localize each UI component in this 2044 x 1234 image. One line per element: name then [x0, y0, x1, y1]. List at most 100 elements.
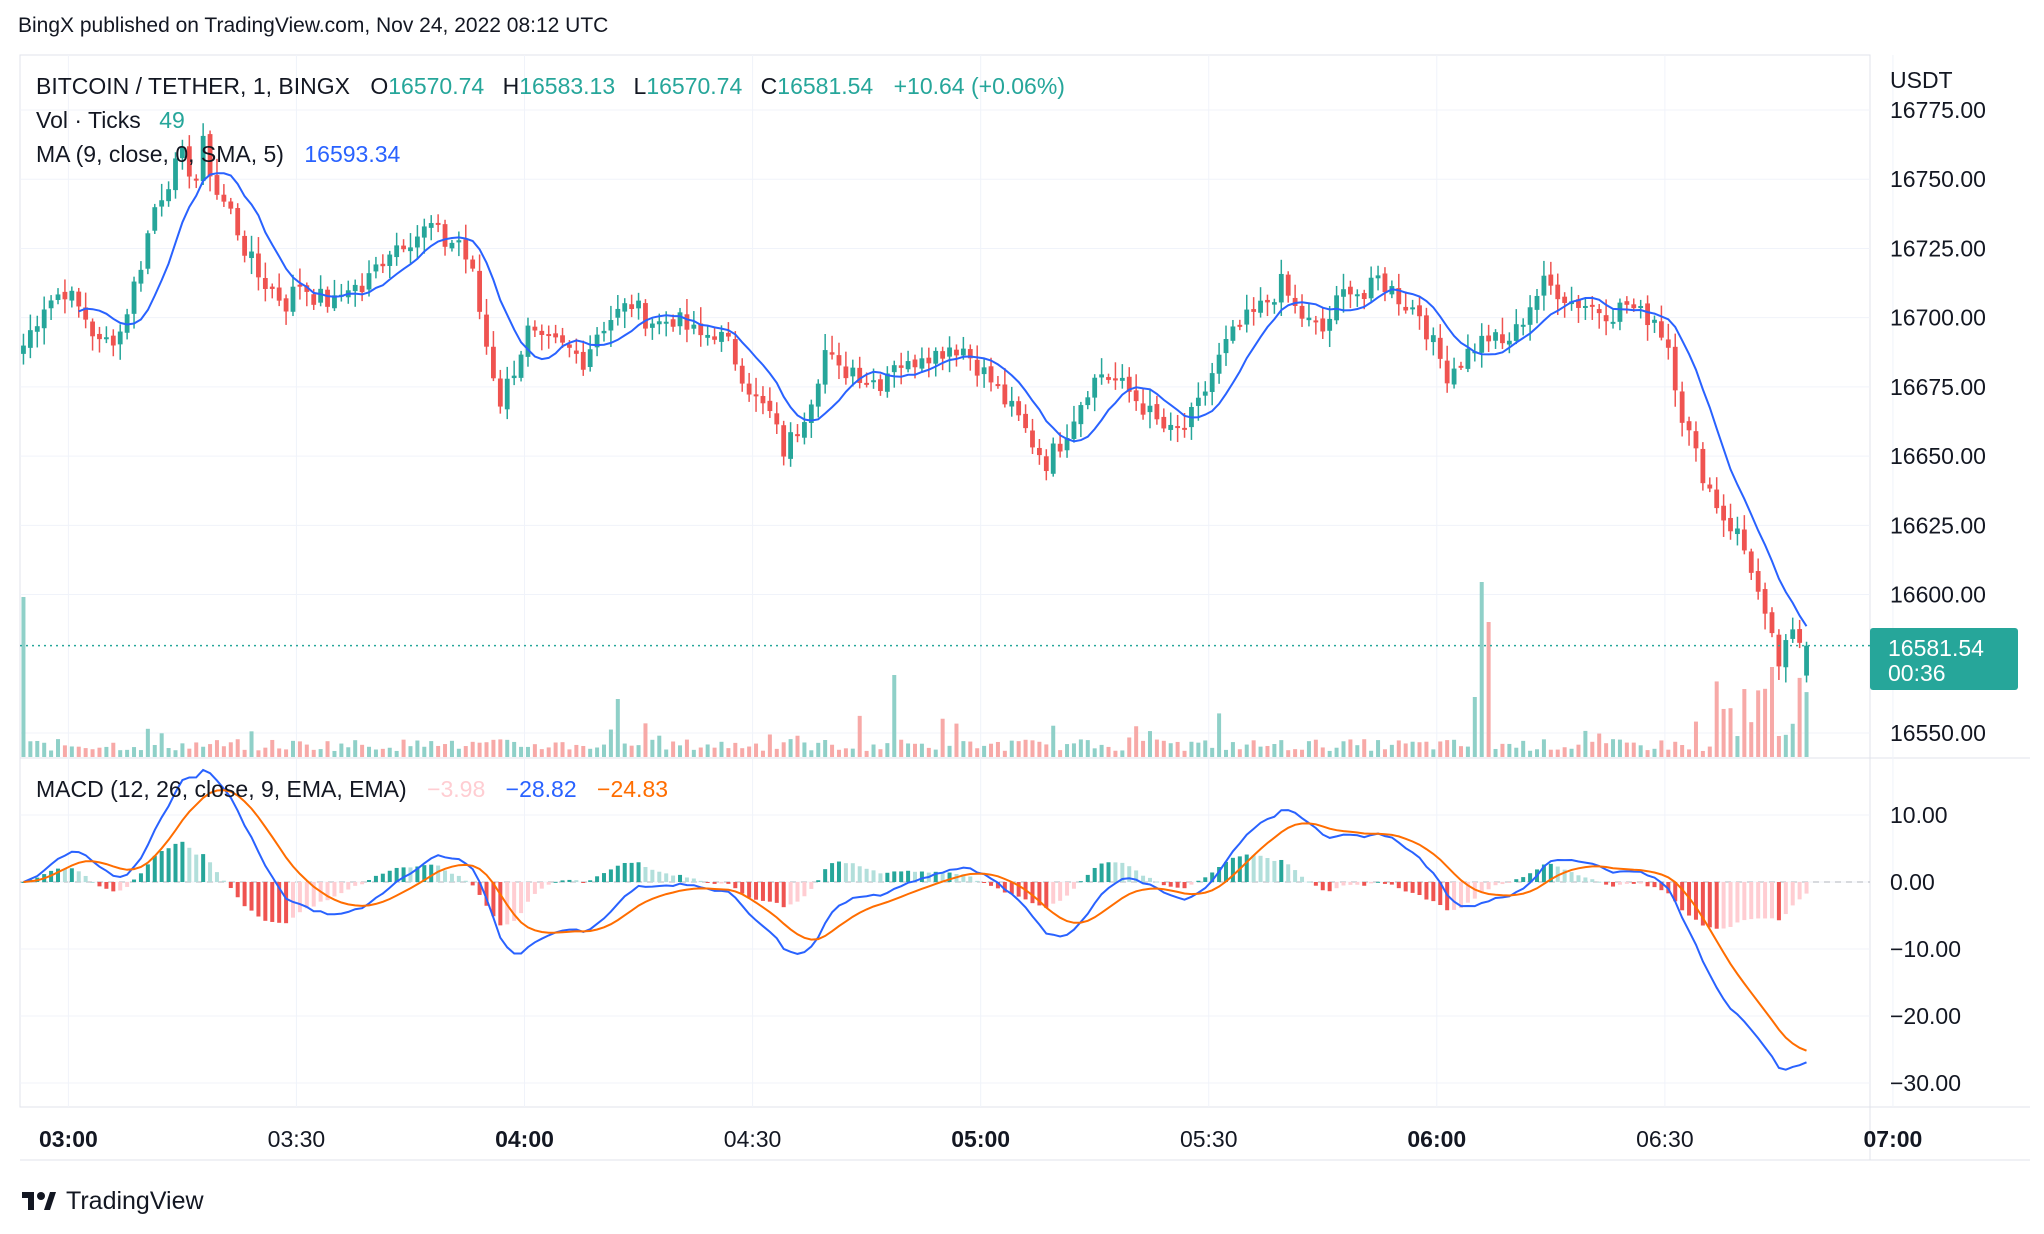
macd-hist-bar [125, 882, 130, 887]
candle [1424, 307, 1429, 351]
volume-bar [664, 749, 669, 757]
volume-bar [1348, 739, 1353, 757]
macd-hist-bar [1617, 882, 1622, 885]
macd-hist-bar [1458, 882, 1463, 908]
volume-bar [1141, 740, 1146, 757]
volume-bar [104, 746, 109, 757]
candle [1410, 299, 1416, 315]
candle [601, 321, 607, 342]
macd-hist-bar [760, 882, 765, 901]
volume-bar [173, 750, 178, 757]
candle [1002, 367, 1008, 408]
header-published-line: BingX published on TradingView.com, Nov … [18, 14, 609, 37]
tradingview-logo: TradingView [22, 1187, 205, 1215]
candle [705, 325, 711, 346]
macd-hist-bar [1742, 882, 1747, 921]
macd-hist-bar [477, 882, 482, 895]
macd-hist-bar [1728, 882, 1733, 927]
candle [1804, 641, 1809, 683]
macd-hist-bar [1272, 860, 1277, 882]
volume-bar [595, 747, 600, 757]
macd-hist-bar [166, 848, 171, 882]
candle [1617, 298, 1623, 331]
legend-macd-hist: −3.98 [427, 776, 485, 802]
candle [511, 360, 517, 386]
macd-hist-bar [221, 880, 226, 882]
svg-text:MA (9, close, 0, SMA, 5): MA (9, close, 0, SMA, 5) 16593.34 [36, 141, 400, 167]
macd-hist-bar [367, 880, 372, 882]
volume-bar [1306, 741, 1311, 757]
candle [573, 338, 579, 364]
volume-bar [1493, 748, 1498, 757]
candle [725, 322, 731, 342]
candle [262, 262, 268, 302]
volume-bar [1341, 741, 1346, 757]
macd-hist-bar [830, 863, 835, 882]
volume-bar [1652, 748, 1657, 757]
macd-hist-bar [1403, 882, 1408, 892]
volume-bar [878, 749, 883, 757]
candle [1513, 309, 1519, 345]
volume-bar [892, 675, 897, 757]
candle [898, 352, 904, 385]
candle [746, 372, 752, 402]
volume-bar [1535, 749, 1540, 757]
macd-hist-bar [1313, 882, 1318, 886]
volume-bar [809, 750, 814, 757]
candle [1285, 271, 1291, 303]
candle [1562, 292, 1568, 318]
candle [1106, 373, 1111, 384]
candle [504, 366, 510, 420]
volume-bar [1286, 750, 1291, 757]
macd-hist-bar [491, 882, 496, 917]
candle [477, 254, 482, 320]
candle [290, 274, 296, 317]
macd-hist-bar [871, 870, 876, 882]
macd-signal-line [23, 789, 1807, 1052]
volume-bar [802, 742, 807, 757]
macd-hist-bar [1735, 882, 1740, 923]
candle [1237, 319, 1243, 331]
macd-hist-bar [836, 861, 841, 882]
macd-hist-bar [242, 882, 247, 907]
volume-bar [1113, 750, 1118, 757]
macd-hist-bar [1576, 875, 1581, 882]
volume-bar [187, 748, 192, 757]
macd-hist-bar [332, 882, 337, 897]
macd-hist-bar [422, 865, 427, 882]
macd-tick-label: −30.00 [1890, 1070, 1961, 1096]
svg-text:Vol · Ticks 49: Vol · Ticks 49 [36, 107, 185, 133]
time-tick-label: 05:30 [1180, 1126, 1238, 1152]
macd-hist-bar [740, 882, 745, 894]
volume-bar [588, 748, 593, 757]
macd-hist-bar [1300, 876, 1305, 882]
macd-axis: 10.00 0.00 −10.00 −20.00 −30.00 [1890, 802, 1961, 1096]
macd-hist-bar [1693, 882, 1698, 920]
candle [891, 360, 897, 388]
volume-bar [1320, 747, 1325, 757]
candle [491, 331, 496, 382]
volume-bar [97, 747, 102, 757]
macd-hist-bar [118, 882, 123, 891]
volume-bar [774, 748, 779, 757]
macd-hist-bar [1058, 882, 1063, 901]
candle [152, 203, 158, 234]
candle [456, 231, 462, 257]
volume-bar [56, 739, 61, 757]
volume-bar [456, 748, 461, 757]
candle [1596, 304, 1602, 329]
volume-bar [830, 744, 835, 757]
volume-bar [560, 742, 565, 757]
macd-hist-bar [1382, 882, 1387, 884]
candle [1451, 357, 1457, 389]
macd-hist-bar [484, 882, 489, 906]
macd-hist-bar [1355, 882, 1360, 885]
legend-ma-value: 16593.34 [304, 141, 400, 167]
volume-bar [919, 743, 924, 757]
macd-hist-bar [76, 871, 81, 882]
volume-bar [311, 749, 316, 757]
candle [1354, 289, 1360, 307]
volume-bar [1037, 741, 1042, 757]
candle [1043, 449, 1049, 481]
